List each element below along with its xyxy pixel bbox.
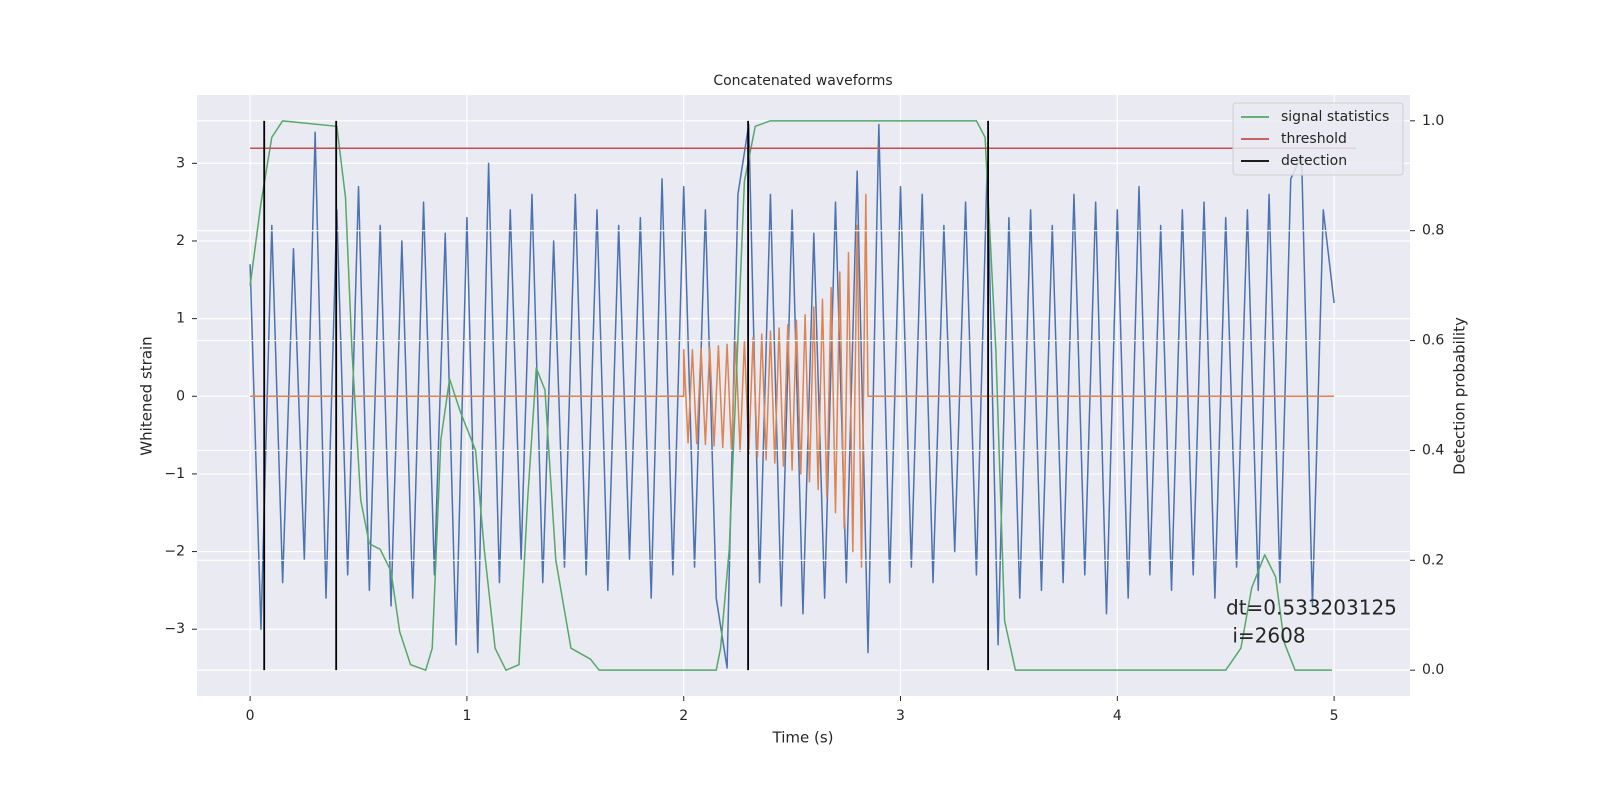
x-tick-label: 2 (679, 708, 688, 724)
y2-tick-label: 0.2 (1422, 552, 1444, 568)
x-tick-label: 1 (462, 708, 471, 724)
legend-label: detection (1281, 153, 1347, 169)
x-tick-label: 5 (1330, 708, 1339, 724)
y-tick-label: 3 (176, 155, 185, 171)
y2-tick-label: 0.4 (1422, 442, 1444, 458)
legend-box (1232, 102, 1404, 176)
chart-title: Concatenated waveforms (713, 73, 892, 89)
y2-axis-label: Detection probability (1451, 317, 1469, 475)
annotation: i=2608 (1226, 624, 1306, 648)
y-tick-label: 0 (176, 388, 185, 404)
y-tick-label: −3 (164, 621, 185, 637)
x-tick-label: 4 (1113, 708, 1122, 724)
x-tick-label: 0 (246, 708, 255, 724)
y2-tick-label: 0.0 (1422, 662, 1444, 678)
series-line (250, 193, 1335, 568)
legend-label: signal statistics (1281, 109, 1389, 125)
y-tick-label: 2 (176, 233, 185, 249)
y-tick-label: 1 (176, 311, 185, 327)
x-axis-label: Time (s) (772, 729, 834, 747)
y2-tick-label: 0.6 (1422, 333, 1444, 349)
annotation: dt=0.533203125 (1226, 596, 1397, 620)
y2-tick-label: 1.0 (1422, 113, 1444, 129)
y2-tick-label: 0.8 (1422, 223, 1444, 239)
x-tick-label: 3 (896, 708, 905, 724)
series-line (249, 120, 1332, 671)
y-tick-label: −2 (164, 544, 185, 560)
y-axis-label: Whitened strain (138, 336, 156, 455)
y-tick-label: −1 (164, 466, 185, 482)
legend-label: threshold (1281, 131, 1347, 147)
